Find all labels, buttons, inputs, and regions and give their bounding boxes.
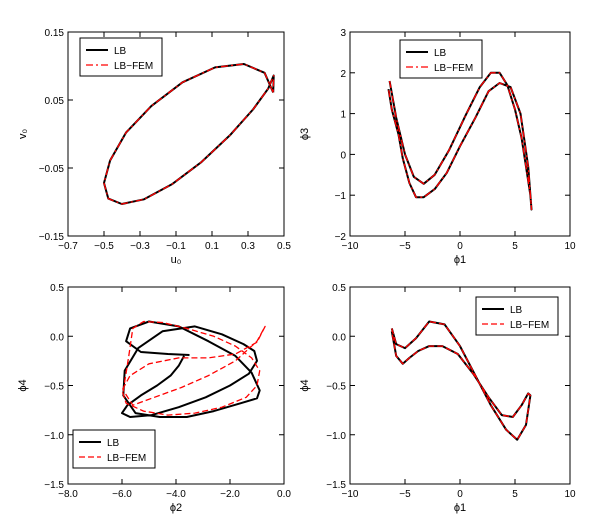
y-tick-label: −2 [335,232,347,243]
y-tick-label: 0.0 [332,332,346,343]
legend-entry: LB [434,48,447,59]
y-tick-label: −1.5 [326,480,346,491]
legend-entry: LB [114,46,127,57]
x-tick-label: −0.3 [130,241,150,252]
y-tick-label: 2 [340,69,346,80]
series-line-lb [121,320,261,418]
x-tick-label: 0.1 [205,241,219,252]
chart-panel-1: −0.7 −0.5 −0.3 −0.1 0.1 0.3 0.5 −0.15 −0.05 0.05 0… [17,28,291,266]
legend-entry: LB [107,438,120,449]
x-tick-label: −0.7 [58,241,78,252]
x-axis-label: ϕ1 [454,502,466,514]
x-tick-label: 0 [457,241,463,252]
y-tick-label: 0.05 [45,96,65,107]
legend-box [475,296,559,336]
y-tick-label: −0.5 [326,382,346,393]
x-axis-label: ϕ2 [170,502,182,514]
y-tick-label: 0 [340,150,346,161]
y-tick-label: −0.15 [39,232,65,243]
x-tick-label: −10 [342,489,359,500]
x-tick-label: −2.0 [220,489,240,500]
x-tick-label: −6.0 [112,489,132,500]
x-tick-label: −0.5 [94,241,114,252]
series-line-lb-fem [103,63,275,205]
series-line-lb [103,63,275,205]
y-tick-label: 3 [340,28,346,39]
legend-box [72,429,156,469]
y-tick-label: 0.0 [50,332,64,343]
y-axis-label: v₀ [17,129,29,139]
y-tick-label: 0.15 [45,28,65,39]
y-tick-label: −1.5 [44,480,64,491]
x-tick-label: 10 [564,241,576,252]
legend-entry: LB−FEM [510,320,549,331]
y-tick-label: 0.5 [332,283,346,294]
x-tick-label: 5 [512,241,518,252]
x-tick-label: 0.5 [277,241,291,252]
x-tick-label: 0.3 [241,241,255,252]
legend-entry: LB−FEM [434,63,473,74]
x-tick-label: 0 [457,489,463,500]
legend: LB LB−FEM [72,429,156,469]
series-line-lb-fem [391,320,532,441]
series-line-lb [390,320,532,441]
chart-panel-4: −10 −5 0 5 10 −1.5 −1.0 −0.5 0.0 0.5 ϕ1 ϕ4 LB LB−FEM [299,283,576,514]
legend: LB LB−FEM [475,296,559,336]
y-tick-label: −1.0 [44,431,64,442]
legend: LB LB−FEM [79,37,163,77]
x-tick-label: −5 [399,241,411,252]
chart-panel-3: −8.0 −6.0 −4.0 −2.0 0.0 −1.5 −1.0 −0.5 0.0 0.5 ϕ2 ϕ… [17,283,291,514]
y-tick-label: 1 [340,110,346,121]
legend-box [399,39,483,79]
x-tick-label: −5 [399,489,411,500]
legend: LB LB−FEM [399,39,483,79]
x-tick-label: −0.1 [166,241,186,252]
y-tick-label: 0.5 [50,283,64,294]
series-line-lb-fem [387,72,533,211]
y-tick-label: −0.05 [39,164,65,175]
y-tick-label: −0.5 [44,382,64,393]
x-tick-label: −8.0 [58,489,78,500]
x-tick-label: 0.0 [277,489,291,500]
x-tick-label: −10 [342,241,359,252]
y-axis-label: ϕ4 [299,379,311,391]
x-tick-label: −4.0 [166,489,186,500]
y-tick-label: −1 [335,191,347,202]
x-tick-label: 10 [564,489,576,500]
y-axis-label: ϕ3 [299,128,311,140]
x-axis-label: u₀ [171,254,182,266]
y-axis-label: ϕ4 [17,379,29,391]
x-tick-label: 5 [512,489,518,500]
legend-box [79,37,163,77]
legend-entry: LB−FEM [107,453,146,464]
x-axis-label: ϕ1 [454,254,466,266]
y-tick-label: −1.0 [326,431,346,442]
series-line-lb-fem [121,320,266,416]
legend-entry: LB−FEM [114,61,153,72]
legend-entry: LB [510,305,523,316]
